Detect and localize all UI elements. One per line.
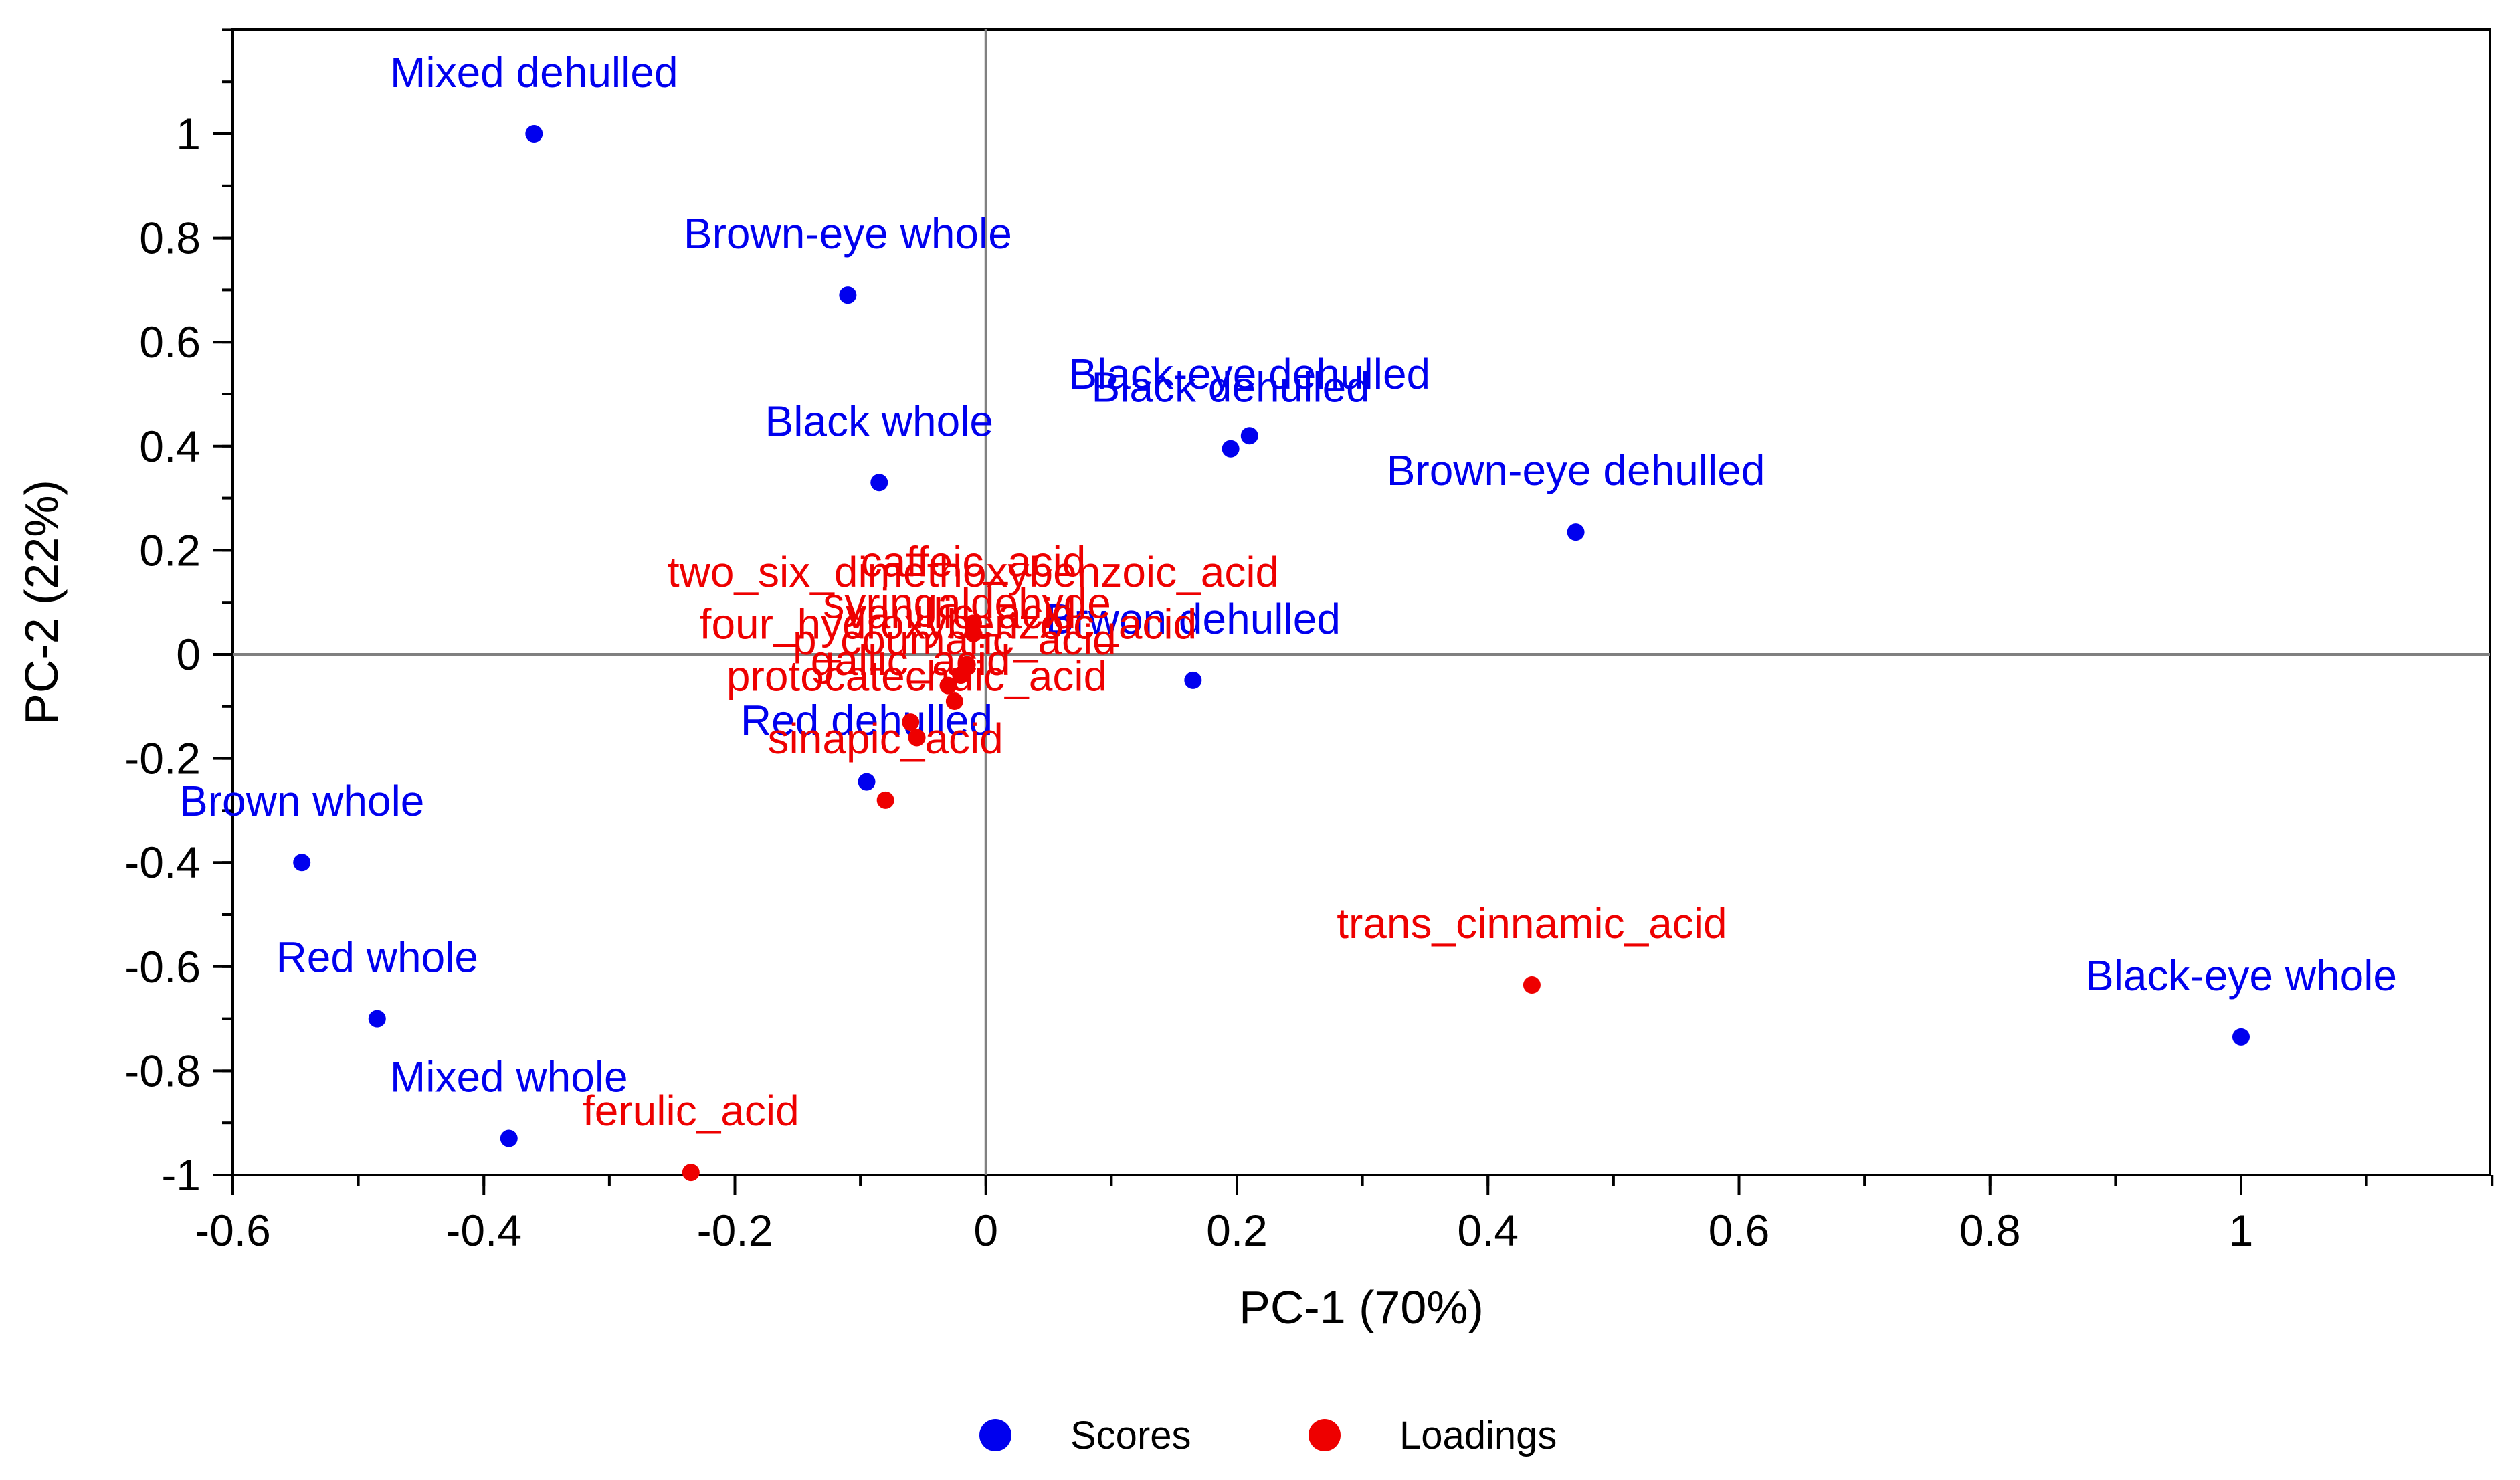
x-tick-label: 0.8 — [1959, 1206, 2021, 1255]
loadings-point — [939, 676, 957, 695]
y-tick-label: 1 — [176, 109, 201, 159]
x-axis-title: PC-1 (70%) — [1239, 1281, 1484, 1333]
y-tick-label: -0.6 — [124, 942, 201, 992]
y-tick-label: -1 — [161, 1150, 201, 1200]
loadings-point-label: four_hydroxybenzoic_acid — [700, 600, 1197, 648]
loadings-point — [945, 692, 963, 711]
loadings-point — [908, 729, 926, 747]
x-tick-label: 0.6 — [1709, 1206, 1770, 1255]
loadings-point-label: caffeic_acid — [861, 537, 1086, 585]
scores-point — [858, 773, 876, 791]
x-tick-label: -0.6 — [195, 1206, 271, 1255]
loadings-point — [876, 791, 894, 809]
scores-point — [1567, 523, 1585, 541]
x-axis: -0.6 -0.4 -0.2 0 0.2 0.4 0.6 0.8 1 — [195, 1175, 2494, 1255]
scores-point-label: Mixed whole — [390, 1053, 628, 1101]
zero-lines — [233, 29, 2490, 1175]
x-tick-label: 0.2 — [1206, 1206, 1268, 1255]
loadings-point — [902, 713, 920, 731]
loadings-point — [964, 624, 982, 642]
data-points: Mixed dehulled Brown-eye whole Black-eye d… — [179, 48, 2397, 1182]
y-tick-label: 0.2 — [139, 525, 201, 575]
loadings-point-label: trans_cinnamic_acid — [1337, 899, 1727, 947]
legend: Scores Loadings — [979, 1414, 1557, 1457]
scores-point-label: Black dehulled — [1091, 363, 1369, 411]
scores-point — [525, 125, 543, 143]
scores-point-label: Mixed dehulled — [390, 48, 678, 96]
loadings-point — [952, 666, 970, 684]
y-tick-label: -0.4 — [124, 838, 201, 887]
legend-loadings-marker — [1309, 1419, 1341, 1451]
y-tick-label: 0.8 — [139, 213, 201, 263]
loadings-point-label: protocatechuic_acid — [726, 652, 1107, 700]
y-axis-title: PC-2 (22%) — [15, 480, 68, 725]
loadings-point-label: sinapic_acid — [768, 715, 1003, 763]
x-tick-label: 0 — [973, 1206, 998, 1255]
loadings-point — [682, 1164, 700, 1182]
plot-frame — [231, 28, 2491, 1176]
scores-point — [293, 854, 311, 872]
scores-point-label: Black-eye whole — [2085, 951, 2397, 1000]
scores-point — [500, 1129, 518, 1147]
x-tick-label: 0.4 — [1457, 1206, 1519, 1255]
scores-point — [839, 286, 857, 304]
x-tick-label: -0.4 — [446, 1206, 522, 1255]
scores-point-label: Brwon dehulled — [1046, 595, 1341, 643]
loadings-point-label: two_six_dimethoxybenzoic_acid — [668, 548, 1279, 596]
y-tick-label: 0.6 — [139, 317, 201, 367]
loadings-point-label: syringaldehyde — [823, 579, 1111, 628]
scores-point-label: Black whole — [765, 397, 994, 445]
scores-point-label: Brown-eye dehulled — [1387, 446, 1765, 494]
scores-point-label: Black-eye dehulled — [1068, 350, 1430, 398]
scores-point — [1240, 427, 1258, 445]
x-tick-label: -0.2 — [697, 1206, 773, 1255]
scores-point-label: Red whole — [276, 933, 478, 982]
scores-point — [1222, 440, 1240, 458]
scores-point — [2232, 1028, 2250, 1046]
loadings-point-label: p_coumaric_acid — [793, 616, 1117, 664]
legend-scores-marker — [979, 1419, 1011, 1451]
legend-loadings-label: Loadings — [1399, 1414, 1557, 1457]
y-axis: -1 -0.8 -0.6 -0.4 -0.2 0 0.2 0.4 0.6 0.8 1 — [124, 28, 233, 1200]
loadings-point-label: gallic_acid — [811, 636, 1011, 684]
loadings-point-label: ferulic_acid — [583, 1087, 799, 1135]
scores-point — [870, 474, 888, 492]
x-tick-label: 1 — [2229, 1206, 2254, 1255]
scores-point-label: Brown whole — [179, 777, 424, 825]
scores-point — [1184, 671, 1202, 689]
legend-scores-label: Scores — [1070, 1414, 1191, 1457]
y-tick-label: 0.4 — [139, 422, 201, 471]
scores-point — [368, 1010, 386, 1028]
y-tick-label: -0.2 — [124, 734, 201, 783]
y-tick-label: 0 — [176, 630, 201, 679]
scores-point-label: Brown-eye whole — [684, 209, 1012, 258]
y-tick-label: -0.8 — [124, 1046, 201, 1095]
loadings-point — [1523, 976, 1541, 994]
loadings-point-label: vanillic_acid — [846, 589, 1076, 638]
